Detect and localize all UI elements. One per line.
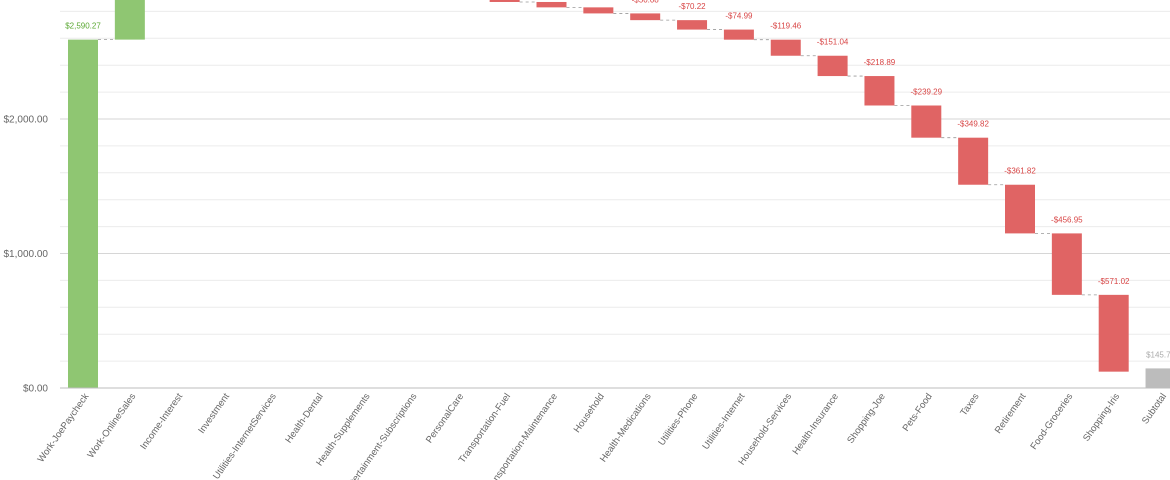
x-tick-label: Health-Medications [598,391,654,464]
waterfall-bar [1098,294,1129,372]
data-label: -$239.29 [911,87,943,96]
x-tick-label: Household-Services [736,391,794,467]
y-tick-label: $2,000.00 [4,115,49,126]
data-label: -$70.22 [678,2,706,11]
waterfall-bar [958,137,989,185]
data-label: -$361.82 [1004,167,1036,176]
x-tick-label: Retirement [993,391,1029,436]
waterfall-bar [583,7,614,14]
data-label: -$456.95 [1051,215,1083,224]
waterfall-bar [630,13,661,21]
x-tick-label: Subtotal [1140,391,1169,426]
x-tick-label: Household [572,391,607,435]
data-label: -$74.99 [725,12,753,21]
x-tick-label: Food-Groceries [1028,391,1075,452]
x-tick-label: Health-Dental [283,391,325,445]
data-label: -$119.46 [770,22,802,31]
y-tick-label: $0.00 [23,384,48,395]
waterfall-bar [723,29,754,40]
y-tick-label: $1,000.00 [4,249,49,260]
waterfall-bar [817,55,848,77]
x-tick-label: Pets-Food [901,391,935,433]
data-label: $145.70 [1146,350,1170,359]
data-label: -$50.08 [632,0,660,4]
waterfall-bar [114,0,145,40]
x-tick-label: Transportation-Fuel [457,391,513,465]
x-tick-label: Utilities-Phone [656,391,700,447]
x-tick-label: Utilities-Internet [700,391,747,452]
data-labels: $2,590.27 -$50.08 -$70.22 -$74.99 -$119.46 -$… [65,0,1170,359]
data-label: -$151.04 [817,38,849,47]
x-tick-label: Shopping-Iris [1081,391,1122,443]
x-tick-label: Shopping-Joe [845,391,888,445]
waterfall-bar [1145,368,1170,388]
x-tick-label: Taxes [958,391,981,418]
bars [68,0,1170,389]
waterfall-bar [536,1,567,8]
waterfall-bar [911,105,942,138]
waterfall-bar [770,39,801,56]
x-tick-label: PersonalCare [424,391,466,445]
connector-lines [98,1,1099,296]
x-tick-label: Investment [196,391,232,436]
waterfall-bar [864,76,895,106]
x-tick-label: Income-Interest [138,391,185,452]
waterfall-bar [68,39,98,389]
data-label: -$571.02 [1098,277,1130,286]
grid-lines [60,10,1170,389]
x-tick-label: Work-JoePaycheck [36,391,92,464]
waterfall-bar [1005,184,1035,234]
data-label: $2,590.27 [65,22,101,31]
data-label: -$349.82 [957,120,989,129]
waterfall-bar [489,0,520,2]
axes: $0.00 $1,000.00 $2,000.00 Work-JoePaycheckW… [4,115,1170,480]
x-tick-label: Health-Insurance [791,391,842,457]
x-tick-label: Work-OnlineSales [85,391,138,460]
data-label: -$218.89 [864,58,896,67]
waterfall-bar [677,20,708,30]
waterfall-bar [1051,233,1082,295]
